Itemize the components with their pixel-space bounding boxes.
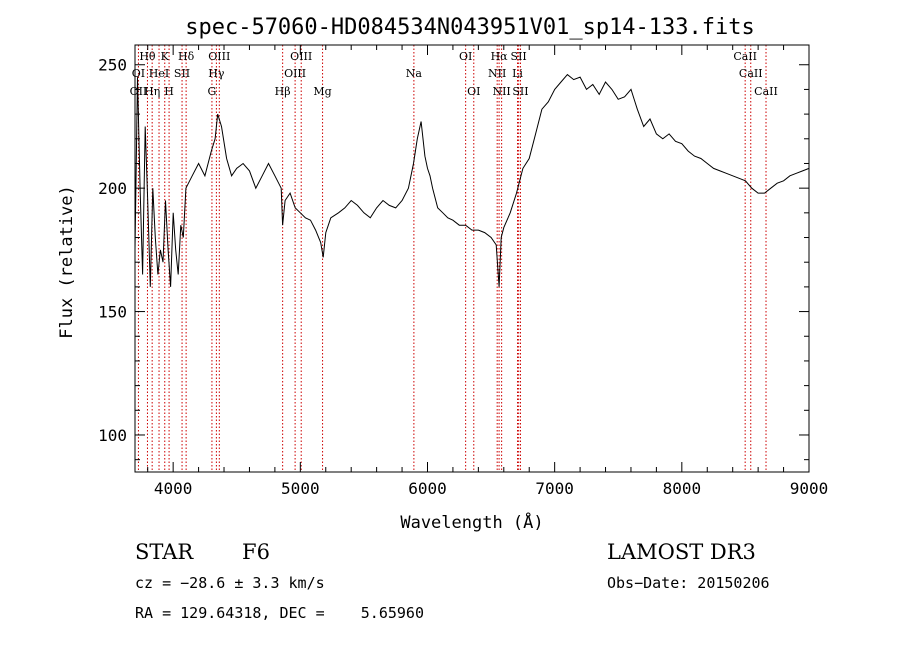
spectral-line-label: OI (459, 50, 472, 63)
redshift-info: cz = −28.6 ± 3.3 km/s (135, 574, 325, 592)
y-tick-label: 150 (98, 303, 127, 322)
x-axis-label: Wavelength (Å) (400, 511, 543, 533)
y-tick-label: 100 (98, 426, 127, 445)
spectral-line-label: K (161, 50, 170, 63)
spectral-line-label: OIII (284, 67, 306, 80)
coordinates-info: RA = 129.64318, DEC = 5.65960 (135, 604, 424, 622)
spectral-line-label: Mg (313, 85, 331, 98)
spectral-line-label: OI (467, 85, 480, 98)
x-tick-label: 5000 (281, 479, 320, 498)
spectral-line-label: Na (406, 67, 423, 80)
x-tick-label: 6000 (408, 479, 447, 498)
y-axis-label: Flux (relative) (57, 185, 77, 339)
spectral-line-label: G (208, 85, 217, 98)
axis-ticks: 4000 5000 6000 7000 8000 9000 100 150 200 250 (98, 45, 828, 498)
spectral-line-label: NII (488, 67, 506, 80)
spectral-line-label: Hδ (178, 50, 195, 63)
x-tick-label: 4000 (154, 479, 193, 498)
spectral-line-label: SII (511, 50, 527, 63)
x-tick-label: 9000 (790, 479, 829, 498)
spectral-line-label: H (164, 85, 174, 98)
spectral-line-label: CaII (739, 67, 763, 80)
chart-title: spec-57060-HD084534N043951V01_sp14-133.f… (185, 15, 755, 40)
spectral-line-label: Hη (144, 85, 160, 98)
spectrum-series (134, 73, 810, 287)
x-tick-label: 8000 (663, 479, 702, 498)
survey-name: LAMOST DR3 (607, 540, 756, 564)
spectral-line-label: SII (174, 67, 190, 80)
plot-axes (134, 44, 810, 473)
x-tick-label: 7000 (535, 479, 574, 498)
spectrum-line (134, 73, 810, 287)
spectral-line-label: OI (132, 67, 145, 80)
spectral-line-label: SII (512, 85, 528, 98)
spectral-line-label: CaII (733, 50, 757, 63)
y-tick-label: 200 (98, 179, 127, 198)
spectral-line-label: CaII (754, 85, 778, 98)
spectral-line-label: OII (130, 85, 148, 98)
spectral-line-label: Hβ (275, 85, 291, 98)
spectral-line-markers (137, 45, 767, 472)
spectral-line-label: Hθ (139, 50, 156, 63)
plot-frame (134, 44, 810, 473)
spectral-line-label: Hγ (208, 67, 225, 80)
spectral-line-label: NII (492, 85, 510, 98)
spectral-line-label: OIII (208, 50, 230, 63)
spectral-line-label: Li (512, 67, 523, 80)
object-class: STAR (135, 540, 194, 564)
y-tick-label: 250 (98, 56, 127, 75)
object-subclass: F6 (242, 540, 270, 564)
observation-date: Obs−Date: 20150206 (607, 574, 770, 592)
spectral-line-label: Hα (491, 50, 509, 63)
spectral-line-label: HeI (149, 67, 169, 80)
spectral-line-label: OIII (290, 50, 312, 63)
